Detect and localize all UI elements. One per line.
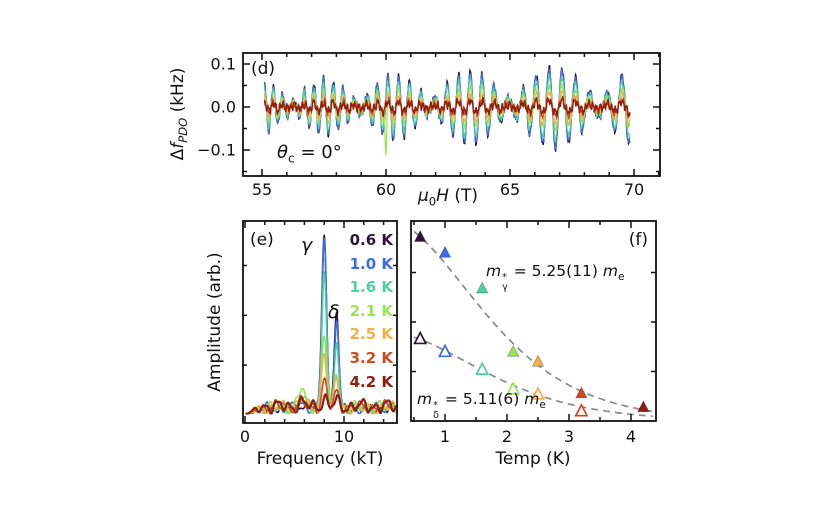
spectrum-trace-4.2K [244,393,397,415]
legend-item-2.5K: 2.5 K [349,325,393,344]
panel-f-xlabel: Temp (K) [495,449,571,469]
panel-f-xtick-3: 3 [563,427,575,446]
open-triangle-marker [475,361,490,375]
field-trace-4.2K [263,95,631,118]
panel-d-ytick-0: 0.1 [210,54,236,74]
open-triangle-marker [531,386,545,400]
legend-item-2.1K: 2.1 K [349,301,393,320]
delta-peak-label: δ [328,301,340,323]
gamma-peak-label: γ [301,234,313,256]
filled-triangle-marker [438,245,452,258]
panel-d-ytick-1: 0.0 [210,97,236,117]
panel-e-label: (e) [250,230,274,250]
delta-fit-curve [413,336,653,418]
theta-annotation: θc = 0° [277,142,342,166]
panel-e-xtick-10: 10 [333,427,355,446]
panel-f-plot [413,229,653,418]
open-triangle-marker [413,330,428,345]
spectrum-trace-3.2K [245,377,397,415]
panel-d-ylabel: ΔfPDO (kHz) [167,67,191,161]
panel-d-xtick-60: 60 [375,180,397,199]
axes-box [242,220,398,424]
panel-d-xtick-70: 70 [623,180,645,199]
panel-e-spectra [244,234,397,415]
panel-f-label: (f) [628,230,648,250]
filled-triangle-marker [475,281,489,294]
axes-box [410,220,657,422]
axes-box [242,52,661,177]
open-triangle-marker [574,403,589,417]
filled-triangle-marker [413,229,427,242]
panel-d-xtick-65: 65 [499,180,521,199]
legend-item-4.2K: 4.2 K [349,372,393,391]
filled-triangle-marker [637,400,650,413]
delta-mass-annotation: m * δ = 5.11(6) me [417,390,546,421]
panel-e-ylabel: Amplitude (arb.) [205,252,225,392]
filled-triangle-marker [575,386,588,399]
panel-e-xlabel: Frequency (kT) [256,449,384,469]
panel-f-xtick-2: 2 [501,427,513,446]
legend-item-0.6K: 0.6 K [349,231,393,249]
gamma-fit-curve [413,230,653,413]
open-triangle-marker [438,343,452,358]
panel-f-xtick-4: 4 [625,427,637,446]
temperature-legend: 0.6 K 1.0 K 1.6 K 2.1 K 2.5 K 3.2 K 4.2 K [350,229,393,394]
panel-e-xtick-0: 0 [239,427,251,446]
panel-f-xtick-1: 1 [439,427,451,446]
legend-item-3.2K: 3.2 K [349,348,393,367]
legend-item-1.0K: 1.0 K [349,254,393,273]
panel-d-label: (d) [251,59,276,79]
filled-triangle-marker [506,344,520,357]
panel-d-xlabel: μ0H (T) [417,186,479,209]
panel-d-traces [263,65,631,156]
open-triangle-marker [506,381,521,395]
gamma-mass-annotation: m * γ = 5.25(11) me [486,262,625,293]
panel-d-ytick-2: −0.1 [197,140,236,160]
panel-d-xtick-55: 55 [251,180,273,199]
filled-triangle-marker [531,354,545,367]
legend-item-1.6K: 1.6 K [349,278,393,297]
